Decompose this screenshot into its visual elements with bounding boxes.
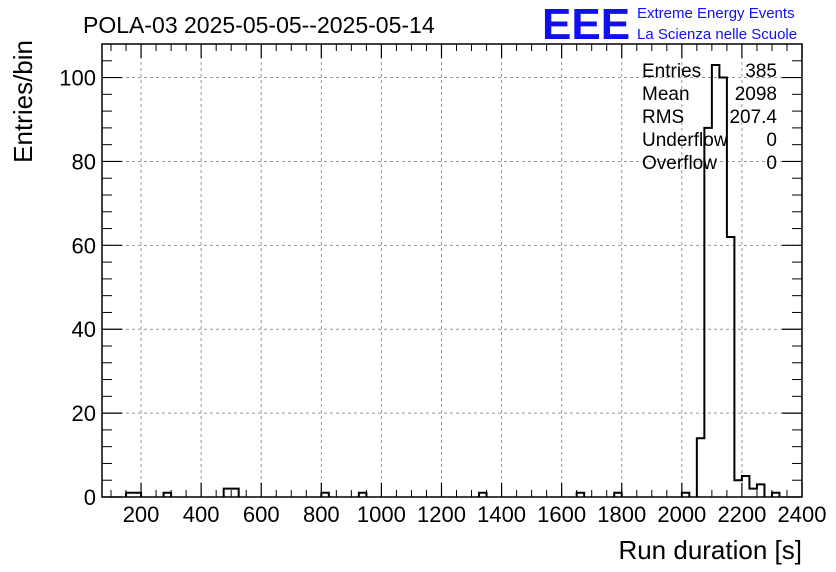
histogram-bin bbox=[224, 489, 232, 497]
y-tick-label: 60 bbox=[72, 233, 96, 258]
histogram-bin bbox=[321, 493, 329, 497]
x-tick-label: 2200 bbox=[717, 502, 766, 527]
histogram-bin bbox=[126, 493, 134, 497]
x-tick-labels: 200 400 600 800 1000 1200 1400 1600 1800 2000 2200… bbox=[123, 502, 827, 527]
eee-logo-line2: La Scienza nelle Scuole bbox=[637, 26, 797, 43]
x-tick-label: 200 bbox=[123, 502, 160, 527]
x-tick-label: 2400 bbox=[778, 502, 827, 527]
x-tick-label: 1600 bbox=[537, 502, 586, 527]
chart-title: POLA-03 2025-05-05--2025-05-14 bbox=[83, 12, 435, 38]
histogram-bin bbox=[164, 493, 172, 497]
x-tick-label: 800 bbox=[303, 502, 340, 527]
y-tick-label: 20 bbox=[72, 401, 96, 426]
x-tick-label: 1000 bbox=[357, 502, 406, 527]
histogram-bin bbox=[772, 493, 780, 497]
histogram-bin bbox=[697, 438, 705, 497]
x-tick-label: 2000 bbox=[657, 502, 706, 527]
y-tick-label: 0 bbox=[84, 485, 96, 510]
plot-frame bbox=[101, 43, 803, 498]
x-tick-label: 1800 bbox=[597, 502, 646, 527]
histogram-bin bbox=[577, 493, 585, 497]
stats-value: 2098 bbox=[735, 84, 777, 105]
x-axis-label: Run duration [s] bbox=[618, 535, 802, 565]
grid-lines bbox=[102, 44, 802, 497]
stats-label: Underflow bbox=[642, 130, 728, 151]
y-tick-labels: 0 20 40 60 80 100 bbox=[59, 66, 96, 510]
histogram-bin bbox=[134, 493, 142, 497]
histogram-bin bbox=[682, 493, 690, 497]
histogram-bin bbox=[479, 493, 487, 497]
histogram-bin bbox=[359, 493, 367, 497]
histogram-bin bbox=[742, 476, 750, 497]
x-tick-label: 400 bbox=[183, 502, 220, 527]
histogram-bin bbox=[749, 489, 757, 497]
stats-label: Mean bbox=[642, 84, 690, 105]
axis-ticks bbox=[102, 44, 803, 498]
x-tick-label: 1400 bbox=[477, 502, 526, 527]
histogram-bin bbox=[734, 480, 742, 497]
stats-value: 207.4 bbox=[729, 107, 777, 128]
stats-label: Overflow bbox=[642, 153, 717, 174]
stats-value: 0 bbox=[766, 153, 777, 174]
y-axis-label: Entries/bin bbox=[8, 40, 38, 163]
histogram-bin bbox=[704, 128, 712, 497]
stats-label: RMS bbox=[642, 107, 684, 128]
histogram-bin bbox=[614, 493, 622, 497]
eee-logo-mark: EEE bbox=[542, 0, 630, 49]
histogram-bin bbox=[727, 237, 735, 497]
y-tick-label: 80 bbox=[72, 149, 96, 174]
x-tick-label: 600 bbox=[243, 502, 280, 527]
stats-label: Entries bbox=[642, 61, 701, 82]
stats-value: 385 bbox=[745, 61, 777, 82]
y-tick-label: 40 bbox=[72, 317, 96, 342]
histogram-bin bbox=[719, 78, 727, 497]
histogram-outline bbox=[125, 63, 781, 497]
histogram-bin bbox=[231, 489, 239, 497]
x-tick-label: 1200 bbox=[417, 502, 466, 527]
histogram-bin bbox=[757, 484, 765, 497]
stats-value: 0 bbox=[766, 130, 777, 151]
eee-logo: EEE Extreme Energy Events La Scienza nel… bbox=[542, 0, 797, 49]
eee-logo-line1: Extreme Energy Events bbox=[637, 5, 795, 22]
histogram-bin bbox=[712, 65, 720, 497]
y-tick-label: 100 bbox=[59, 66, 96, 91]
